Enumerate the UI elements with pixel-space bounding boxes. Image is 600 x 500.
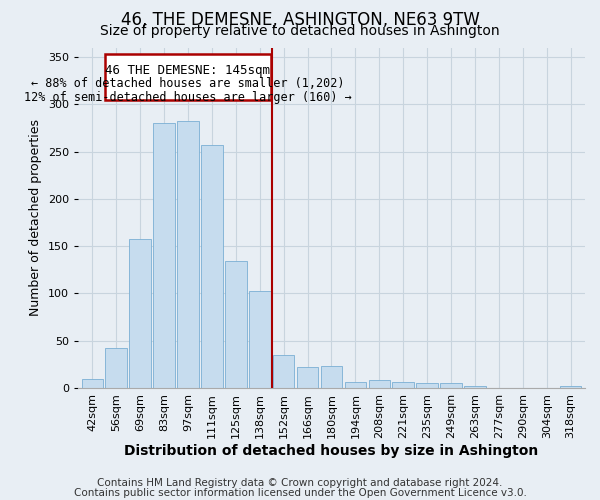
Bar <box>154 123 175 388</box>
Bar <box>344 382 366 388</box>
Bar <box>392 382 414 388</box>
Bar <box>82 378 103 388</box>
Bar <box>201 145 223 388</box>
Bar <box>560 386 581 388</box>
Bar <box>225 261 247 388</box>
Bar <box>130 240 151 388</box>
Text: Size of property relative to detached houses in Ashington: Size of property relative to detached ho… <box>100 24 500 38</box>
Text: ← 88% of detached houses are smaller (1,202): ← 88% of detached houses are smaller (1,… <box>31 78 345 90</box>
FancyBboxPatch shape <box>106 54 271 100</box>
X-axis label: Distribution of detached houses by size in Ashington: Distribution of detached houses by size … <box>124 444 539 458</box>
Bar <box>440 383 462 388</box>
Text: 46, THE DEMESNE, ASHINGTON, NE63 9TW: 46, THE DEMESNE, ASHINGTON, NE63 9TW <box>121 11 479 29</box>
Bar <box>249 290 271 388</box>
Bar <box>177 122 199 388</box>
Bar <box>368 380 390 388</box>
Bar <box>297 367 319 388</box>
Bar <box>464 386 486 388</box>
Text: 12% of semi-detached houses are larger (160) →: 12% of semi-detached houses are larger (… <box>24 91 352 104</box>
Text: Contains public sector information licensed under the Open Government Licence v3: Contains public sector information licen… <box>74 488 526 498</box>
Y-axis label: Number of detached properties: Number of detached properties <box>29 119 42 316</box>
Bar <box>321 366 342 388</box>
Bar <box>106 348 127 388</box>
Bar <box>273 355 295 388</box>
Bar <box>416 383 438 388</box>
Text: Contains HM Land Registry data © Crown copyright and database right 2024.: Contains HM Land Registry data © Crown c… <box>97 478 503 488</box>
Text: 46 THE DEMESNE: 145sqm: 46 THE DEMESNE: 145sqm <box>106 64 271 76</box>
